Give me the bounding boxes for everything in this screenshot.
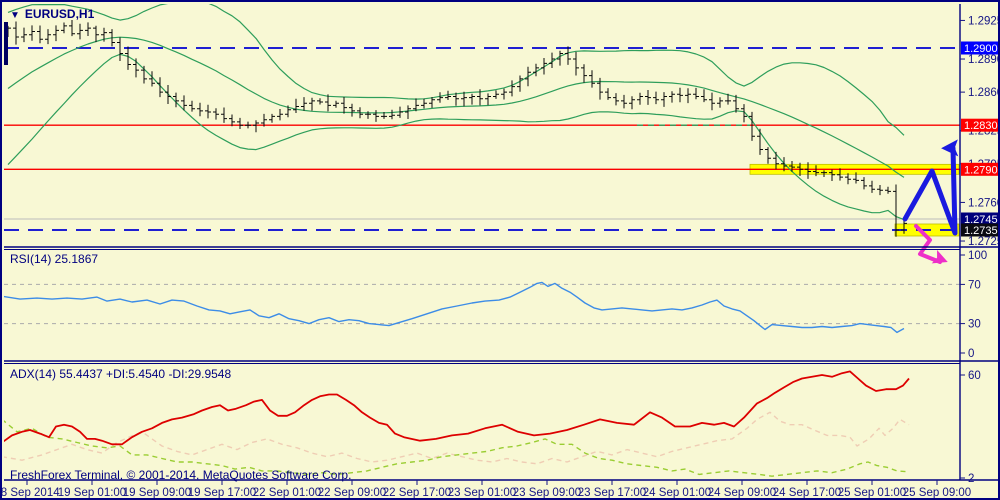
time-tick-label: 19 Sep 01:00 — [58, 487, 126, 499]
rsi-line — [4, 281, 905, 334]
price-tick-label: 1.2725 — [968, 236, 1000, 248]
adx-main-line — [4, 370, 910, 446]
time-tick-label: 23 Sep 17:00 — [578, 487, 646, 499]
adx-minus-di-line — [4, 411, 910, 465]
price-badge — [961, 118, 998, 132]
time-tick-label: 23 Sep 09:00 — [513, 487, 581, 499]
price-badge-label: 1.2745 — [964, 214, 998, 226]
price-badge — [961, 212, 998, 226]
time-tick-label: 24 Sep 17:00 — [773, 487, 841, 499]
left-edge-marker — [4, 22, 8, 65]
price-badge-label: 1.2790 — [964, 164, 998, 176]
time-tick-label: 24 Sep 09:00 — [708, 487, 776, 499]
price-badge — [961, 162, 998, 176]
time-tick-label: 18 Sep 2014 — [2, 487, 60, 499]
price-axis[interactable]: 1.29251.28901.28601.28251.27951.27601.27… — [960, 15, 1000, 485]
time-tick-label: 24 Sep 01:00 — [643, 487, 711, 499]
terminal-copyright: FreshForex Terminal, © 2001-2014, MetaQu… — [10, 468, 352, 482]
price-panel[interactable] — [4, 2, 960, 237]
rsi-axis-label: 0 — [968, 348, 974, 360]
rsi-axis-label: 100 — [968, 250, 987, 262]
bollinger-middle-band — [7, 36, 905, 178]
time-tick-label: 23 Sep 01:00 — [448, 487, 516, 499]
price-badge — [961, 223, 998, 237]
time-tick-label: 19 Sep 09:00 — [123, 487, 191, 499]
price-tick-label: 1.2925 — [968, 15, 1000, 27]
bollinger-lower-band — [7, 53, 905, 221]
chevron-down-icon[interactable]: ▼ — [10, 10, 20, 21]
bollinger-upper-band — [7, 4, 905, 136]
rsi-axis-label: 30 — [968, 319, 981, 331]
price-badge — [961, 41, 998, 55]
adx-axis-label: 60 — [968, 370, 981, 382]
price-tick-label: 1.2860 — [968, 87, 1000, 99]
projection-zigzag-up-arrow[interactable] — [902, 139, 959, 236]
price-badge-label: 1.2735 — [964, 225, 998, 237]
time-tick-label: 22 Sep 01:00 — [253, 487, 321, 499]
adx-plus-di-line — [4, 420, 910, 477]
ohlc-bars — [5, 20, 907, 237]
adx-indicator-label: ADX(14) 55.4437 +DI:5.4540 -DI:29.9548 — [10, 367, 232, 381]
time-tick-label: 19 Sep 17:00 — [188, 487, 256, 499]
rsi-indicator-label: RSI(14) 25.1867 — [10, 252, 99, 266]
time-tick-label: 22 Sep 17:00 — [383, 487, 451, 499]
price-tick-label: 1.2890 — [968, 54, 1000, 66]
price-tick-label: 1.2760 — [968, 197, 1000, 209]
time-tick-label: 25 Sep 01:00 — [838, 487, 906, 499]
adx-panel[interactable] — [2, 370, 910, 477]
symbol-timeframe-label[interactable]: ▼ EURUSD,H1 — [10, 7, 94, 21]
price-badge-label: 1.2900 — [964, 43, 998, 55]
rsi-axis-label: 70 — [968, 279, 981, 291]
time-tick-label: 22 Sep 09:00 — [318, 487, 386, 499]
adx-axis-label: 2 — [968, 473, 974, 485]
price-badge-label: 1.2830 — [964, 120, 998, 132]
time-tick-label: 25 Sep 09:00 — [903, 487, 971, 499]
rsi-panel[interactable] — [2, 281, 960, 334]
symbol-text: EURUSD,H1 — [24, 7, 95, 21]
